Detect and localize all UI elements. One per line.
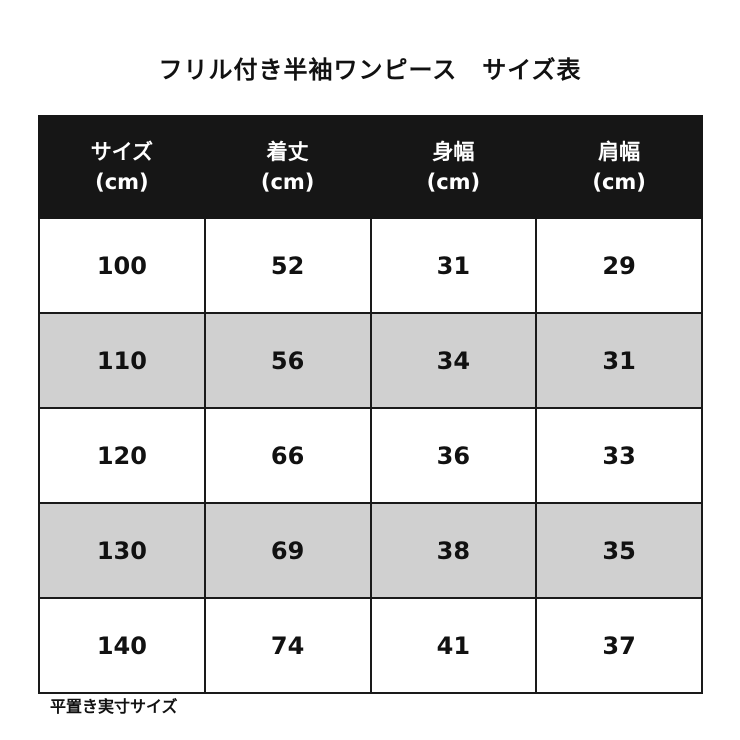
table-cell: 69 — [203, 502, 372, 599]
table-cell: 31 — [535, 312, 703, 409]
table-cell: 37 — [535, 597, 703, 694]
table-cell: 120 — [38, 407, 206, 504]
table-cell: 34 — [369, 312, 538, 409]
header-unit: (cm) — [95, 170, 149, 194]
header-label: 身幅 — [432, 140, 475, 164]
table-cell: 100 — [38, 217, 206, 314]
table-cell: 140 — [38, 597, 206, 694]
column-header-shoulder: 肩幅 (cm) — [535, 115, 703, 219]
measurement-note: 平置き実寸サイズ — [50, 697, 178, 716]
table-cell: 110 — [38, 312, 206, 409]
header-row: サイズ (cm) 着丈 (cm) 身幅 (cm) 肩幅 (cm) — [38, 115, 703, 219]
table-row: 140 74 41 37 — [38, 597, 703, 694]
table-cell: 130 — [38, 502, 206, 599]
table-row: 110 56 34 31 — [38, 312, 703, 409]
table-cell: 35 — [535, 502, 703, 599]
table-cell: 52 — [203, 217, 372, 314]
header-label: 着丈 — [266, 140, 309, 164]
header-label: サイズ — [90, 140, 154, 164]
size-table: サイズ (cm) 着丈 (cm) 身幅 (cm) 肩幅 (cm) 100 52 31 29 11… — [38, 115, 703, 694]
header-unit: (cm) — [260, 170, 315, 194]
header-label: 肩幅 — [598, 140, 641, 164]
table-cell: 66 — [203, 407, 372, 504]
header-unit: (cm) — [426, 170, 481, 194]
table-row: 130 69 38 35 — [38, 502, 703, 599]
table-cell: 56 — [203, 312, 372, 409]
column-header-size: サイズ (cm) — [38, 115, 206, 219]
table-cell: 31 — [369, 217, 538, 314]
column-header-length: 着丈 (cm) — [203, 115, 372, 219]
table-cell: 74 — [203, 597, 372, 694]
table-cell: 29 — [535, 217, 703, 314]
table-cell: 41 — [369, 597, 538, 694]
page-title: フリル付き半袖ワンピース サイズ表 — [158, 56, 582, 84]
table-row: 100 52 31 29 — [38, 217, 703, 314]
header-unit: (cm) — [592, 170, 646, 194]
table-row: 120 66 36 33 — [38, 407, 703, 504]
table-cell: 33 — [535, 407, 703, 504]
column-header-width: 身幅 (cm) — [369, 115, 538, 219]
table-cell: 38 — [369, 502, 538, 599]
table-cell: 36 — [369, 407, 538, 504]
